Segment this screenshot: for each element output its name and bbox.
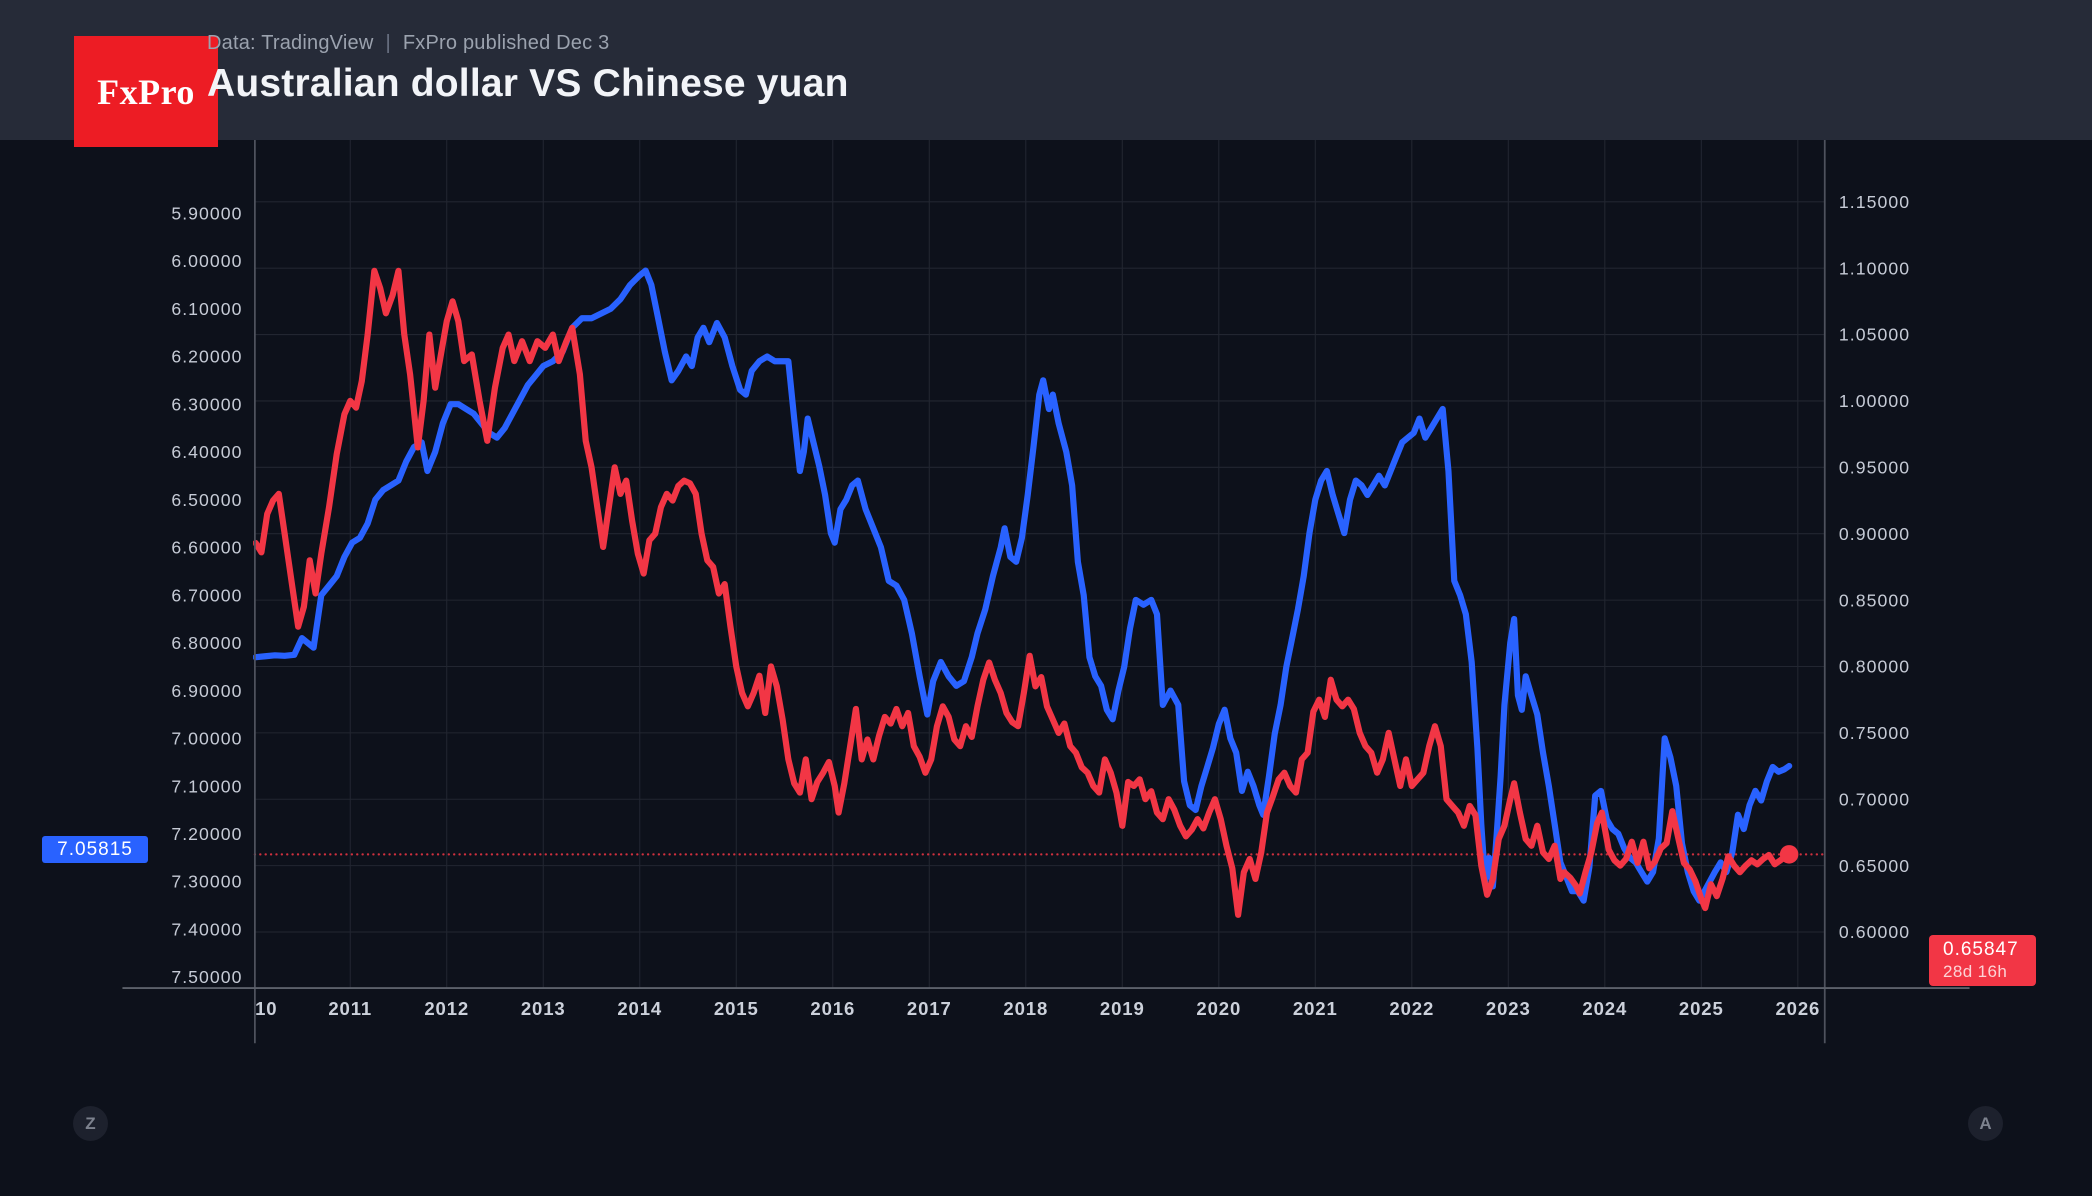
separator: | bbox=[385, 32, 391, 54]
x-axis-year-label: 2023 bbox=[1486, 998, 1531, 1019]
right-axis-tick: 0.85000 bbox=[1839, 590, 1910, 610]
blue-left-scale-line bbox=[253, 267, 1793, 904]
blue-price-label: 7.05815 bbox=[42, 835, 148, 863]
left-axis-tick: 7.50000 bbox=[171, 967, 242, 987]
right-axis-tick: 1.15000 bbox=[1839, 192, 1910, 212]
data-source-text: Data: TradingView bbox=[207, 32, 374, 54]
left-axis-tick: 5.90000 bbox=[171, 203, 242, 223]
auto-scale-button[interactable]: A bbox=[1968, 1106, 2003, 1141]
published-text: FxPro published Dec 3 bbox=[402, 32, 610, 54]
right-axis-tick: 1.00000 bbox=[1839, 391, 1910, 411]
left-axis-tick: 7.20000 bbox=[171, 824, 242, 844]
timezone-button[interactable]: Z bbox=[73, 1106, 108, 1141]
chart-area[interactable]: 5.90000 6.00000 6.10000 6.20000 6.30000 6.400… bbox=[0, 140, 2092, 1196]
right-axis-tick: 1.10000 bbox=[1839, 258, 1910, 278]
left-axis-tick: 6.60000 bbox=[171, 538, 242, 558]
left-axis-tick: 7.00000 bbox=[171, 729, 242, 749]
axis-tick-labels: 5.90000 6.00000 6.10000 6.20000 6.30000 6.400… bbox=[171, 192, 1910, 1019]
source-line: Data: TradingView | FxPro published Dec 3 bbox=[207, 30, 849, 56]
red-price-label: 0.65847 28d 16h bbox=[1929, 935, 2036, 987]
red-price-value: 0.65847 bbox=[1943, 939, 2019, 961]
left-axis-tick: 6.70000 bbox=[171, 585, 242, 605]
x-axis-year-label: 2015 bbox=[714, 998, 759, 1019]
left-axis-tick: 7.10000 bbox=[171, 776, 242, 796]
red-series-end-dot bbox=[1779, 845, 1799, 864]
heading-block: Data: TradingView | FxPro published Dec 3 … bbox=[207, 30, 849, 107]
chart-svg[interactable]: 5.90000 6.00000 6.10000 6.20000 6.30000 6.400… bbox=[0, 140, 2092, 1196]
gridlines bbox=[254, 140, 1825, 989]
left-axis-tick: 6.90000 bbox=[171, 681, 242, 701]
x-axis-year-label: 2017 bbox=[907, 998, 952, 1019]
x-axis-year-label: 2014 bbox=[617, 998, 662, 1019]
x-axis-year-label: 2012 bbox=[424, 998, 469, 1019]
x-axis-year-label: 2024 bbox=[1582, 998, 1627, 1019]
left-axis-tick: 6.00000 bbox=[171, 251, 242, 271]
left-axis-tick: 7.30000 bbox=[171, 872, 242, 892]
x-axis-year-label: 2021 bbox=[1293, 998, 1338, 1019]
x-axis-year-label: 2026 bbox=[1775, 998, 1820, 1019]
x-axis-year-label: 2019 bbox=[1100, 998, 1145, 1019]
left-axis-tick: 6.80000 bbox=[171, 633, 242, 653]
right-axis-tick: 0.95000 bbox=[1839, 458, 1910, 478]
left-axis-tick: 6.40000 bbox=[171, 442, 242, 462]
x-axis-year-label: 2016 bbox=[810, 998, 855, 1019]
red-price-countdown: 28d 16h bbox=[1943, 962, 2008, 982]
x-axis-year-label: 2022 bbox=[1389, 998, 1434, 1019]
right-axis-tick: 0.70000 bbox=[1839, 789, 1910, 809]
left-axis-tick: 7.40000 bbox=[171, 919, 242, 939]
right-axis-tick: 0.65000 bbox=[1839, 856, 1910, 876]
fxpro-logo-text: FxPro bbox=[97, 71, 195, 112]
x-axis-year-label: 2018 bbox=[1003, 998, 1048, 1019]
right-axis-tick: 1.05000 bbox=[1839, 325, 1910, 345]
x-axis-year-label: 2025 bbox=[1679, 998, 1724, 1019]
right-axis-tick: 0.90000 bbox=[1839, 524, 1910, 544]
left-axis-tick: 6.50000 bbox=[171, 490, 242, 510]
left-axis-tick: 6.10000 bbox=[171, 299, 242, 319]
right-axis-tick: 0.80000 bbox=[1839, 657, 1910, 677]
right-axis-tick: 0.75000 bbox=[1839, 723, 1910, 743]
blue-price-value: 7.05815 bbox=[57, 838, 133, 860]
header: FxPro Data: TradingView | FxPro published … bbox=[0, 0, 2092, 147]
right-axis-tick: 0.60000 bbox=[1839, 922, 1910, 942]
x-axis-year-label: 10 bbox=[255, 998, 277, 1019]
series-lines bbox=[253, 267, 1826, 918]
x-axis-year-label: 2011 bbox=[328, 998, 372, 1019]
x-axis-year-label: 2013 bbox=[521, 998, 566, 1019]
fxpro-logo: FxPro bbox=[74, 36, 218, 147]
left-axis-tick: 6.30000 bbox=[171, 394, 242, 414]
red-right-scale-line bbox=[253, 267, 1793, 918]
left-axis-tick: 6.20000 bbox=[171, 347, 242, 367]
axis-lines bbox=[122, 140, 1970, 1044]
page-title: Australian dollar VS Chinese yuan bbox=[207, 62, 849, 105]
x-axis-year-label: 2020 bbox=[1196, 998, 1241, 1019]
